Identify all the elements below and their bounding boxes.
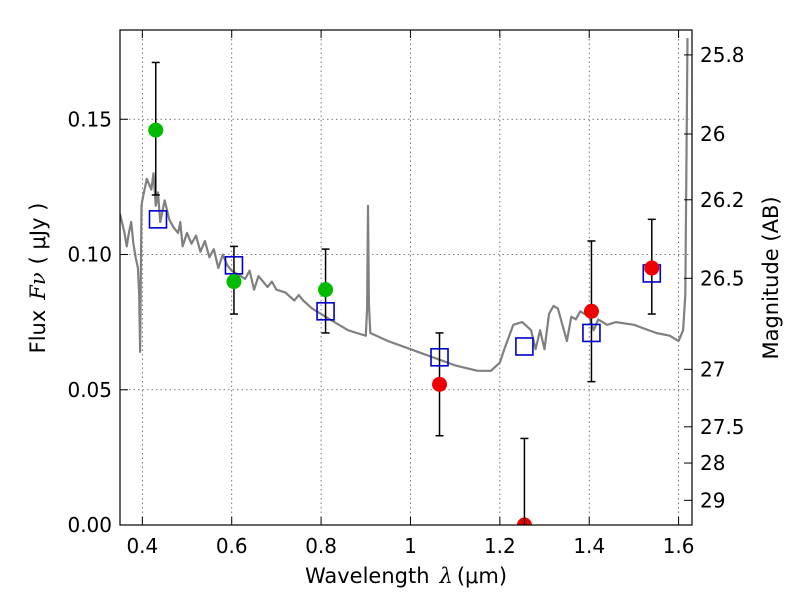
y2-tick-label: 26.2 — [700, 188, 745, 212]
model-square-point — [148, 210, 168, 229]
y2-tick-label: 25.8 — [700, 43, 745, 67]
y2-tick-label: 28 — [700, 451, 725, 475]
plot-frame — [119, 29, 693, 526]
x-axis-label: Wavelength λ (μm) — [305, 564, 507, 588]
y2-tick-label: 29 — [700, 488, 725, 512]
x-tick-label: 1 — [404, 534, 417, 558]
x-tick-label: 1.2 — [484, 534, 516, 558]
y2-tick-label: 27.5 — [700, 415, 745, 439]
plot-clip-group — [120, 38, 689, 525]
y-tick-label: 0.00 — [67, 513, 112, 537]
red-data-point — [432, 376, 448, 392]
model-square-point — [316, 302, 335, 321]
model-square-point — [224, 256, 244, 275]
x-tick-label: 0.8 — [305, 534, 337, 558]
red-data-point — [583, 303, 599, 319]
x-tick-label: 0.6 — [216, 534, 248, 558]
y-axis-label: FluxFν( μJy ) — [26, 203, 50, 354]
ticks: 0.4 0.6 0.8 1 1.2 1.4 1.6 0.00 0.05 0.10 0.15 25.8 2… — [67, 30, 745, 558]
model-square-point — [582, 323, 601, 343]
x-tick-label: 1.4 — [573, 534, 605, 558]
y-tick-label: 0.10 — [67, 243, 112, 267]
red-data-point — [644, 260, 660, 276]
x-tick-label: 0.4 — [126, 534, 158, 558]
y-tick-label: 0.05 — [67, 378, 112, 402]
grid — [120, 30, 692, 525]
plot-area — [120, 38, 689, 525]
green-data-point — [148, 122, 164, 138]
y2-tick-label: 27 — [700, 357, 725, 381]
model-square-point — [515, 337, 534, 356]
model-square-point — [430, 347, 449, 367]
green-data-point — [226, 274, 242, 290]
y2-tick-label: 26.5 — [700, 266, 745, 290]
x-tick-label: 1.6 — [663, 534, 695, 558]
green-data-point — [318, 282, 334, 298]
model-spectrum-line — [120, 38, 689, 372]
y2-tick-label: 26 — [700, 122, 725, 146]
y2-axis-label: Magnitude (AB) — [759, 196, 783, 359]
y-tick-label: 0.15 — [67, 107, 112, 131]
